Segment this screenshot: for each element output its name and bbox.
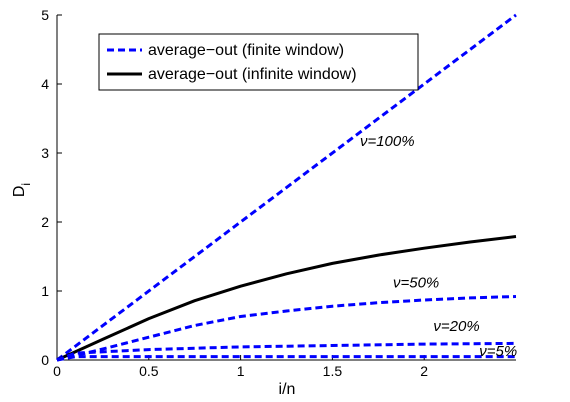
y-axis-label-group: Di [11,183,33,197]
y-axis-label-main: D [11,186,28,198]
series-line-solid [56,235,517,362]
series-annotation: ν=100% [360,133,415,150]
y-tick-label: 5 [41,7,49,23]
annotations: ν=100% ν=50% ν=20%ν=5% [360,133,517,360]
series-line-dashed [56,295,517,362]
x-tick-label: 0.5 [139,363,159,379]
y-tick-label: 3 [41,145,49,161]
y-axis-label: Di [11,183,33,197]
x-tick-label: 2 [420,363,428,379]
y-axis-label-subscript: i [19,183,33,186]
series-annotation: ν=50% [393,275,439,292]
legend-entry-infinite: average−out (infinite window) [148,66,357,83]
series-annotation: ν=5% [479,343,517,360]
series-line-dashed [56,13,517,362]
legend-box [98,33,419,91]
series-annotation: ν=20% [433,318,479,335]
x-axis-label: i/n [279,381,296,398]
x-tick-label: 1 [237,363,245,379]
series-line-dashed [56,341,517,362]
y-tick-label: 4 [41,76,49,92]
x-tick-label: 0 [53,363,61,379]
y-tick-label: 0 [41,352,49,368]
legend-entry-finite: average−out (finite window) [148,42,344,59]
axes [56,15,516,361]
x-tick-label: 1.5 [323,363,343,379]
legend: average−out (finite window) average−out … [98,33,419,91]
y-tick-label: 2 [41,214,49,230]
series-group [56,13,517,362]
y-tick-label: 1 [41,283,49,299]
y-ticks: 0 1 2 3 4 5 [41,7,62,368]
series-line-dashed [56,355,516,362]
